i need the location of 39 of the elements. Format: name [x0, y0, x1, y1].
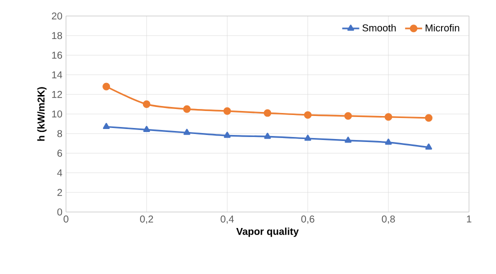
y-tick-label: 4: [57, 169, 62, 176]
x-tick-label: 0,6: [301, 216, 314, 224]
y-tick-label: 18: [52, 32, 62, 40]
legend-label: Smooth: [362, 24, 396, 32]
y-tick-label: 6: [57, 150, 62, 157]
x-axis-title: Vapor quality: [236, 228, 299, 237]
point: [385, 138, 392, 145]
point: [304, 111, 312, 119]
point: [184, 128, 190, 135]
point: [384, 113, 392, 121]
point: [264, 109, 272, 117]
point: [223, 107, 231, 115]
y-tick-label: 2: [57, 188, 62, 196]
y-tick-label: 20: [52, 12, 62, 20]
x-tick-label: 0: [64, 216, 68, 223]
legend-label: Microfin: [426, 24, 460, 32]
point: [344, 112, 352, 120]
y-tick-label: 14: [52, 71, 62, 78]
y-tick-label: 12: [52, 90, 62, 98]
point: [102, 82, 110, 90]
y-tick-label: 0: [57, 208, 62, 216]
y-tick-label: 8: [57, 130, 62, 138]
x-tick-label: 0,8: [382, 216, 395, 224]
x-tick-label: 0,4: [220, 216, 234, 224]
point: [143, 126, 150, 132]
point: [102, 122, 110, 130]
point: [304, 134, 312, 141]
point: [224, 132, 231, 138]
point: [183, 105, 191, 113]
y-axis-title: h (kW/m2K): [37, 87, 47, 141]
x-tick-label: 0,2: [140, 216, 154, 224]
x-tick-label: 1: [467, 216, 472, 222]
y-tick-label: 16: [52, 52, 62, 59]
point: [424, 114, 432, 122]
point: [264, 132, 271, 139]
point: [344, 136, 352, 143]
point: [142, 100, 150, 108]
y-tick-label: 10: [52, 110, 62, 118]
point: [425, 144, 432, 150]
